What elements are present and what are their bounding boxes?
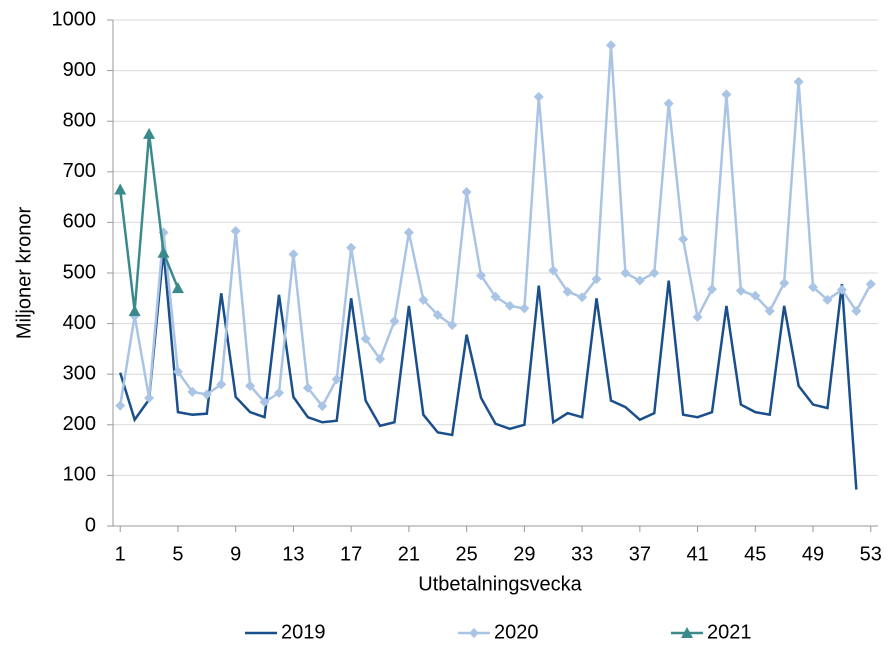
- data-point: [519, 303, 530, 314]
- x-axis-title: Utbetalningsvecka: [418, 573, 582, 595]
- data-point: [317, 401, 328, 412]
- x-tick-label: 21: [398, 543, 420, 565]
- data-point: [302, 382, 313, 393]
- x-tick-label: 33: [571, 543, 593, 565]
- data-point: [432, 309, 443, 320]
- legend-marker: [681, 627, 693, 638]
- data-point: [128, 304, 141, 316]
- x-tick-label: 17: [340, 543, 362, 565]
- x-tick-label: 5: [172, 543, 183, 565]
- data-point: [201, 389, 212, 400]
- y-tick-label: 1000: [52, 8, 97, 30]
- data-point: [171, 282, 184, 294]
- y-axis-title: Miljoner kronor: [13, 207, 35, 340]
- data-point: [230, 226, 241, 237]
- x-tick-label: 29: [513, 543, 535, 565]
- legend-label: 2020: [494, 621, 539, 643]
- data-point: [259, 397, 270, 408]
- x-tick-label: 13: [282, 543, 304, 565]
- y-tick-label: 800: [63, 109, 96, 131]
- data-point: [577, 292, 588, 303]
- data-point: [649, 268, 660, 278]
- y-tick-label: 900: [63, 59, 96, 81]
- series-line: [118, 45, 872, 409]
- data-point: [389, 316, 400, 327]
- data-point: [562, 286, 573, 297]
- data-point: [836, 284, 847, 295]
- data-point: [216, 379, 227, 390]
- data-point: [678, 234, 689, 245]
- y-tick-label: 200: [63, 413, 96, 435]
- data-point: [663, 98, 674, 109]
- y-tick-label: 100: [63, 464, 96, 486]
- data-point: [288, 249, 299, 260]
- x-tick-label: 1: [115, 543, 126, 565]
- data-point: [172, 366, 183, 377]
- data-point: [504, 300, 515, 311]
- data-point: [548, 265, 559, 276]
- data-point: [764, 305, 775, 316]
- data-point: [273, 387, 284, 398]
- data-point: [461, 187, 472, 198]
- legend-marker: [469, 628, 479, 638]
- data-point: [793, 76, 804, 87]
- y-tick-label: 400: [63, 312, 96, 334]
- legend-label: 2019: [281, 621, 326, 643]
- x-tick-label: 49: [802, 543, 824, 565]
- x-tick-label: 37: [629, 543, 651, 565]
- y-tick-label: 0: [85, 514, 96, 536]
- y-tick-label: 300: [63, 362, 96, 384]
- x-tick-label: 41: [686, 543, 708, 565]
- data-point: [721, 89, 732, 100]
- data-point: [447, 320, 458, 331]
- y-tick-label: 700: [63, 160, 96, 182]
- data-point: [245, 380, 256, 391]
- legend-label: 2021: [707, 621, 752, 643]
- data-point: [735, 285, 746, 296]
- data-point: [375, 354, 386, 365]
- data-point: [490, 291, 501, 302]
- data-point: [346, 242, 357, 253]
- data-point: [331, 374, 342, 385]
- data-point: [865, 279, 876, 290]
- data-point: [144, 392, 155, 403]
- data-point: [476, 270, 487, 281]
- data-point: [692, 312, 703, 323]
- y-tick-label: 600: [63, 211, 96, 233]
- data-point: [822, 294, 833, 305]
- data-point: [418, 294, 429, 305]
- data-point: [114, 183, 127, 195]
- data-point: [620, 268, 631, 278]
- data-point: [750, 290, 761, 301]
- data-point: [707, 284, 718, 295]
- series-line: [119, 250, 858, 490]
- data-point: [605, 40, 616, 51]
- y-tick-label: 500: [63, 261, 96, 283]
- data-point: [779, 278, 790, 289]
- x-tick-label: 9: [230, 543, 241, 565]
- data-point: [533, 91, 544, 102]
- data-point: [808, 282, 819, 293]
- data-point: [591, 274, 602, 285]
- data-point: [634, 275, 645, 286]
- x-tick-label: 45: [744, 543, 766, 565]
- data-point: [851, 305, 862, 316]
- data-point: [360, 333, 371, 344]
- data-point: [115, 400, 126, 411]
- x-tick-label: 25: [456, 543, 478, 565]
- data-point: [157, 246, 170, 258]
- data-point: [187, 386, 198, 397]
- x-tick-label: 53: [860, 543, 882, 565]
- data-point: [403, 227, 414, 238]
- data-point: [143, 127, 156, 139]
